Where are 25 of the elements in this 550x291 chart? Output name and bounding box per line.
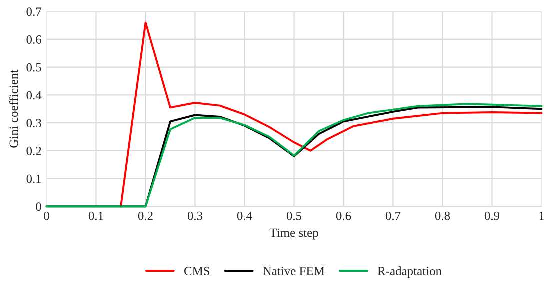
legend-label: CMS [184,267,210,276]
y-tick-label: 0.2 [26,146,42,156]
x-tick-label: 0.3 [188,212,203,220]
legend-label: Native FEM [263,267,325,276]
y-tick-label: 0 [36,202,42,212]
x-tick-label: 0.9 [484,212,500,220]
line-series [120,22,543,208]
x-axis-title: Time step [270,228,318,240]
y-tick-label: 0.7 [26,8,42,16]
x-tick-label: 1 [540,212,544,220]
legend-label: R-adaptation [378,266,442,278]
x-tick-label: 0.5 [286,212,302,220]
x-tick-label: 0.4 [237,212,252,220]
y-tick-label: 0.1 [26,174,42,184]
x-tick-label: 0.7 [386,212,401,220]
y-tick-label: 0.4 [26,91,42,100]
y-tick-label: 0.6 [26,36,42,44]
x-tick-label: 0.1 [88,212,104,220]
y-tick-label: 0.3 [26,119,42,128]
x-tick-label: 0.2 [138,212,153,220]
y-tick-label: 0.5 [26,63,42,72]
x-tick-label: 0.6 [336,212,352,220]
x-tick-label: 0.8 [435,212,450,220]
x-tick-label: 0 [44,212,50,220]
y-axis-title: Gini coefficient [9,70,18,148]
